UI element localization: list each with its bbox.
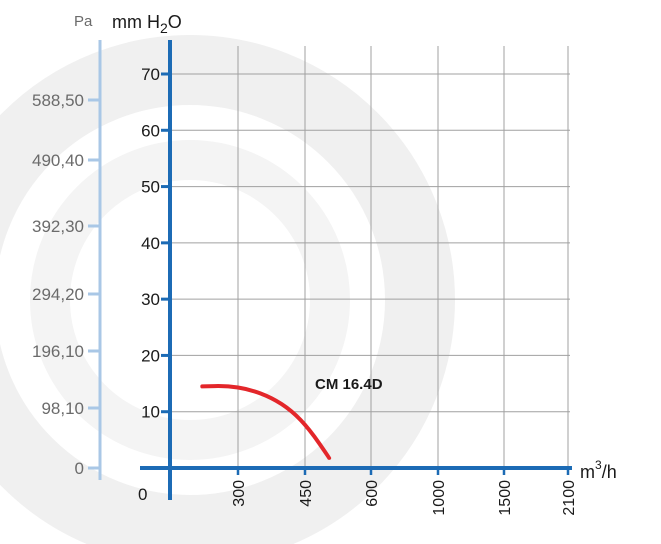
x-unit-label: m3/h <box>580 458 617 482</box>
x-tick-label-450: 450 <box>298 480 315 507</box>
x-tick-label-1000: 1000 <box>431 480 448 516</box>
x-tick-label-1500: 1500 <box>497 480 514 516</box>
series-line-0 <box>200 384 332 460</box>
y-axis-ticks: 10 20 30 40 50 60 70 <box>141 65 170 422</box>
pa-tick-label-0: 0 <box>75 459 84 478</box>
pa-tick-label-6: 588,50 <box>32 91 84 110</box>
series-label-0: CM 16.4D <box>315 376 383 393</box>
pa-tick-label-2: 196,10 <box>32 342 84 361</box>
background-decoration <box>0 35 455 544</box>
pa-tick-label-3: 294,20 <box>32 285 84 304</box>
x-tick-label-300: 300 <box>231 480 248 507</box>
x-tick-label-600: 600 <box>364 480 381 507</box>
axes <box>140 40 572 500</box>
grid <box>170 46 570 468</box>
pa-unit-label: Pa <box>74 13 93 30</box>
y-tick-label-10: 10 <box>141 403 160 422</box>
y-tick-label-60: 60 <box>141 121 160 140</box>
pa-tick-label-5: 490,40 <box>32 151 84 170</box>
pa-tick-label-4: 392,30 <box>32 217 84 236</box>
pa-tick-label-1: 98,10 <box>41 399 84 418</box>
mm-h2o-unit-label: mm H2O <box>112 12 182 36</box>
y-tick-label-40: 40 <box>141 234 160 253</box>
y-tick-label-70: 70 <box>141 65 160 84</box>
y-tick-label-50: 50 <box>141 178 160 197</box>
x-tick-label-2100: 2100 <box>561 480 578 516</box>
pa-axis: 0 98,10 196,10 294,20 392,30 490,40 588,50 <box>32 40 102 480</box>
x-origin-label: 0 <box>138 485 147 504</box>
series-layer: CM 16.4D <box>200 376 383 460</box>
x-axis-ticks: 300 450 600 1000 1500 2100 <box>231 468 578 516</box>
y-tick-label-20: 20 <box>141 346 160 365</box>
y-tick-label-30: 30 <box>141 290 160 309</box>
